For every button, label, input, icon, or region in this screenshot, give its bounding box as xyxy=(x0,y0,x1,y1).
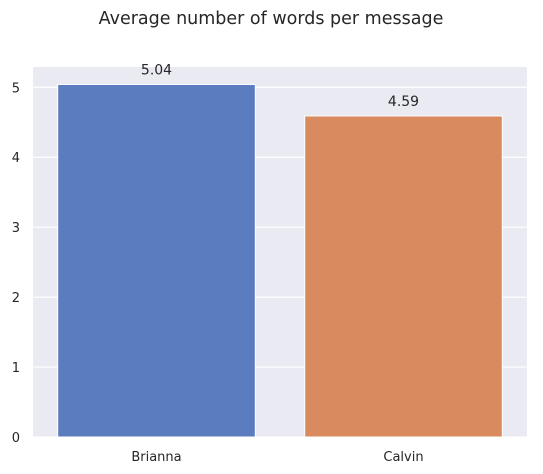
y-tick-label: 4 xyxy=(12,151,20,166)
x-tick-label: Brianna xyxy=(131,450,181,465)
y-axis: 0 1 2 3 4 5 xyxy=(12,81,20,446)
bar-brianna xyxy=(57,83,256,438)
x-axis: Brianna Calvin xyxy=(131,450,423,465)
bar-calvin xyxy=(304,115,503,438)
data-label: 5.04 xyxy=(141,62,172,78)
y-tick-label: 0 xyxy=(12,431,20,446)
y-tick-label: 2 xyxy=(12,291,20,306)
y-tick-label: 3 xyxy=(12,221,20,236)
data-labels: 5.04 4.59 xyxy=(141,62,419,109)
chart-title: Average number of words per message xyxy=(99,9,444,29)
x-tick-label: Calvin xyxy=(383,450,423,465)
bars xyxy=(57,83,503,438)
y-tick-label: 1 xyxy=(12,361,20,376)
y-tick-label: 5 xyxy=(12,81,20,96)
data-label: 4.59 xyxy=(388,94,419,110)
